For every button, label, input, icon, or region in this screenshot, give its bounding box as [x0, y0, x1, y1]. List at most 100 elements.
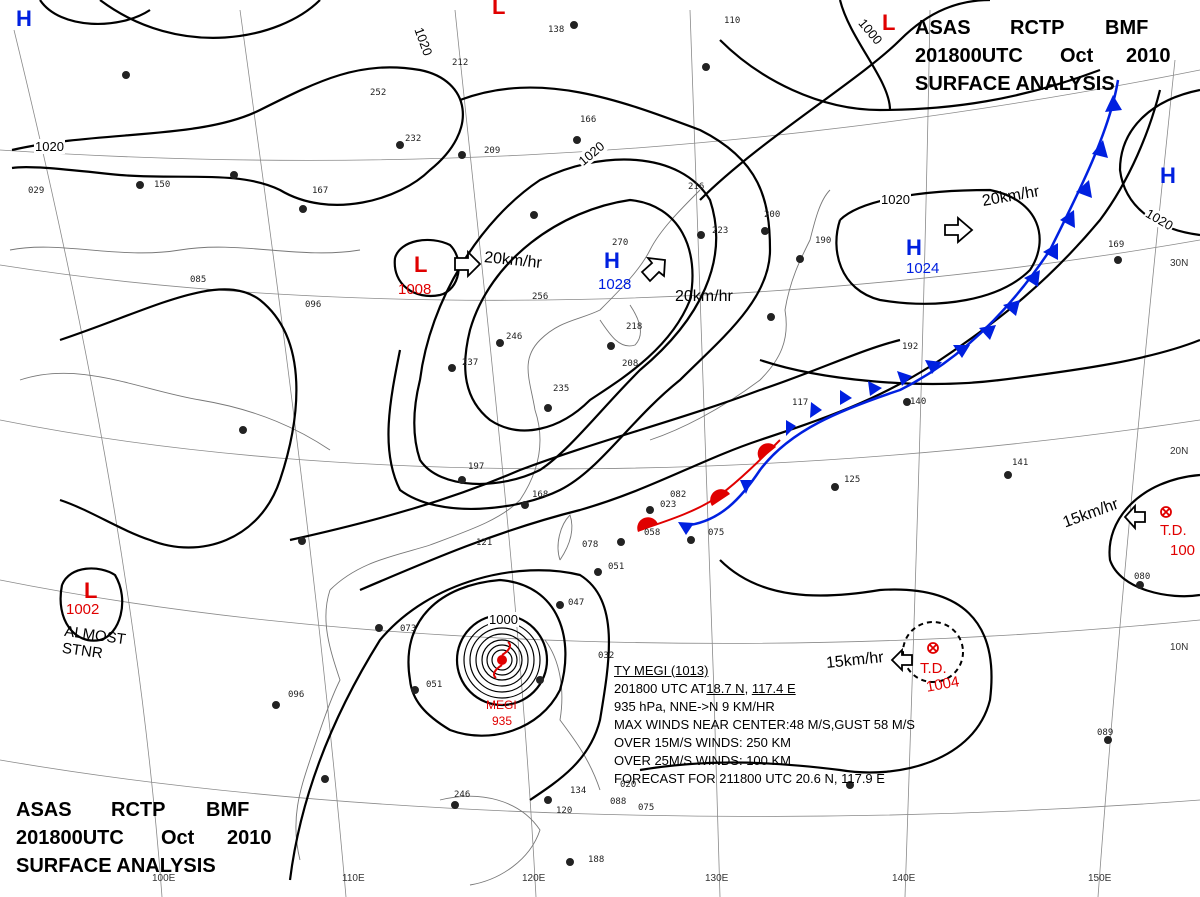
station-value: 023 — [660, 500, 677, 510]
typhoon-pressure: 935 — [492, 714, 513, 728]
high-center-pressure: 1028 — [598, 276, 632, 293]
meridian-100e — [13, 29, 163, 897]
motion-arrow-4-icon — [1123, 503, 1146, 531]
isobar-high-center-mid — [413, 158, 718, 485]
parallel-20n — [0, 419, 1200, 470]
lat-label-30n: 30N — [1170, 258, 1189, 269]
coast-inland-2 — [19, 372, 331, 451]
coast-china — [329, 189, 701, 591]
station-markers — [122, 21, 1144, 866]
td-east-symbol-icon — [927, 642, 939, 654]
isobar-high-center-outer — [387, 86, 772, 510]
station-value: 078 — [582, 540, 599, 550]
header-top-source: BMF — [1105, 17, 1149, 39]
isobar-label-1: 1020 — [34, 139, 65, 154]
station-value: 232 — [405, 134, 422, 144]
station-value: 032 — [598, 651, 615, 661]
lon-label-150e: 150E — [1088, 873, 1112, 884]
coast-borneo — [439, 795, 541, 886]
lon-label-120e: 120E — [522, 873, 546, 884]
td-far-east-symbol-icon — [1160, 506, 1172, 518]
header-bottom-title: SURFACE ANALYSIS — [16, 855, 216, 877]
header-top-station: RCTP — [1010, 17, 1065, 39]
high-center-symbol: H — [604, 248, 620, 273]
station-value: 223 — [712, 226, 729, 236]
td-east-dashed-circle — [902, 621, 964, 683]
station-value: 140 — [910, 397, 927, 407]
station-value: 252 — [370, 88, 387, 98]
typhoon-info-15ms: OVER 15M/S WINDS: 250 KM — [614, 735, 791, 750]
ty-ring-3 — [469, 627, 535, 693]
lat-label-20n: 20N — [1170, 446, 1189, 457]
station-value: 141 — [1012, 458, 1029, 468]
station-value: 246 — [454, 790, 471, 800]
lon-label-110e: 110E — [342, 873, 365, 884]
coast-japan — [649, 189, 831, 441]
typhoon-info-25ms: OVER 25M/S WINDS: 100 KM — [614, 753, 791, 768]
meridian-110e — [239, 9, 347, 897]
low-top-right-symbol: L — [882, 10, 896, 35]
coast-indochina — [295, 589, 341, 861]
station-value: 117 — [792, 398, 809, 408]
isobar-south-band — [289, 338, 901, 542]
station-value: 208 — [622, 359, 639, 369]
coast-luzon — [544, 639, 601, 791]
typhoon-info-position: 201800 UTC AT18.7 N, 117.4 E — [614, 681, 796, 696]
isobar-high-east — [835, 188, 1041, 305]
station-value: 168 — [532, 490, 549, 500]
isobar-top-band — [11, 66, 464, 206]
station-value: 237 — [462, 358, 479, 368]
header-bottom-month: Oct — [161, 827, 195, 849]
station-value: 051 — [608, 562, 625, 572]
ty-ring-5 — [481, 639, 523, 681]
td-far-east-symbol: T.D. — [1160, 522, 1187, 539]
station-value: 192 — [902, 342, 919, 352]
header-bottom-time: 201800UTC — [16, 827, 124, 849]
station-value: 085 — [190, 275, 207, 285]
high-east-pressure: 1024 — [906, 260, 940, 277]
typhoon-info-title: TY MEGI (1013) — [614, 663, 709, 678]
station-value: 166 — [580, 115, 597, 125]
motion-speed-2: 20km/hr — [675, 288, 733, 305]
station-value: 167 — [312, 186, 329, 196]
station-value: 150 — [154, 180, 171, 190]
header-bottom-source: BMF — [206, 799, 250, 821]
motion-arrow-1-icon — [454, 249, 482, 279]
isobar-sw-big — [288, 569, 611, 881]
td-east-symbol: T.D. — [920, 660, 947, 677]
isobar-low-west — [393, 238, 460, 298]
lon-label-130e: 130E — [705, 873, 729, 884]
header-top: ASAS RCTP BMF 201800UTC Oct 2010 SURFACE ANA… — [915, 14, 1171, 98]
header-bottom-year: 2010 — [227, 827, 272, 849]
station-value: 169 — [1108, 240, 1125, 250]
station-value: 089 — [1097, 728, 1114, 738]
station-value: 134 — [570, 786, 587, 796]
motion-arrow-5-icon — [890, 647, 913, 673]
motion-arrow-2-icon — [640, 256, 666, 283]
station-value: 096 — [305, 300, 322, 310]
station-value: 073 — [400, 624, 417, 634]
cold-front-line — [689, 79, 1120, 527]
isobar-top-left-2 — [99, 0, 321, 39]
station-value: 256 — [532, 292, 549, 302]
header-top-title: SURFACE ANALYSIS — [915, 73, 1115, 95]
parallel-0 — [0, 759, 1200, 817]
station-value: 216 — [688, 182, 705, 192]
cold-front — [678, 79, 1122, 535]
coast-taiwan — [557, 514, 573, 561]
low-west-pressure: 1008 — [398, 281, 432, 298]
typhoon-info: TY MEGI (1013) 201800 UTC AT18.7 N, 117.… — [614, 662, 915, 788]
isobar-se-loop — [639, 559, 993, 774]
station-value: 235 — [553, 384, 570, 394]
station-value: 209 — [484, 146, 501, 156]
isobar-east-band — [699, 0, 991, 201]
lat-label-10n: 10N — [1170, 642, 1189, 653]
isobar-east-lower — [759, 338, 1200, 386]
station-value: 082 — [670, 490, 687, 500]
typhoon-isobars — [455, 613, 549, 707]
header-top-time: 201800UTC — [915, 45, 1023, 67]
warm-front-bulges — [637, 443, 776, 532]
typhoon-info-forecast: FORECAST FOR 211800 UTC 20.6 N, 117.9 E — [614, 771, 885, 786]
station-value: 121 — [476, 538, 493, 548]
